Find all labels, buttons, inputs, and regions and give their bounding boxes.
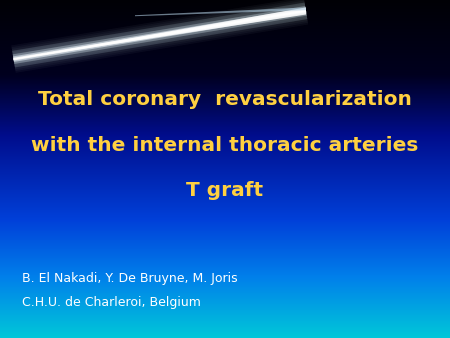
Text: T graft: T graft [186, 182, 264, 200]
Text: C.H.U. de Charleroi, Belgium: C.H.U. de Charleroi, Belgium [22, 296, 202, 309]
Text: B. El Nakadi, Y. De Bruyne, M. Joris: B. El Nakadi, Y. De Bruyne, M. Joris [22, 272, 238, 285]
Polygon shape [135, 7, 306, 16]
Text: Total coronary  revascularization: Total coronary revascularization [38, 90, 412, 109]
Text: with the internal thoracic arteries: with the internal thoracic arteries [32, 136, 419, 155]
Polygon shape [14, 7, 306, 59]
